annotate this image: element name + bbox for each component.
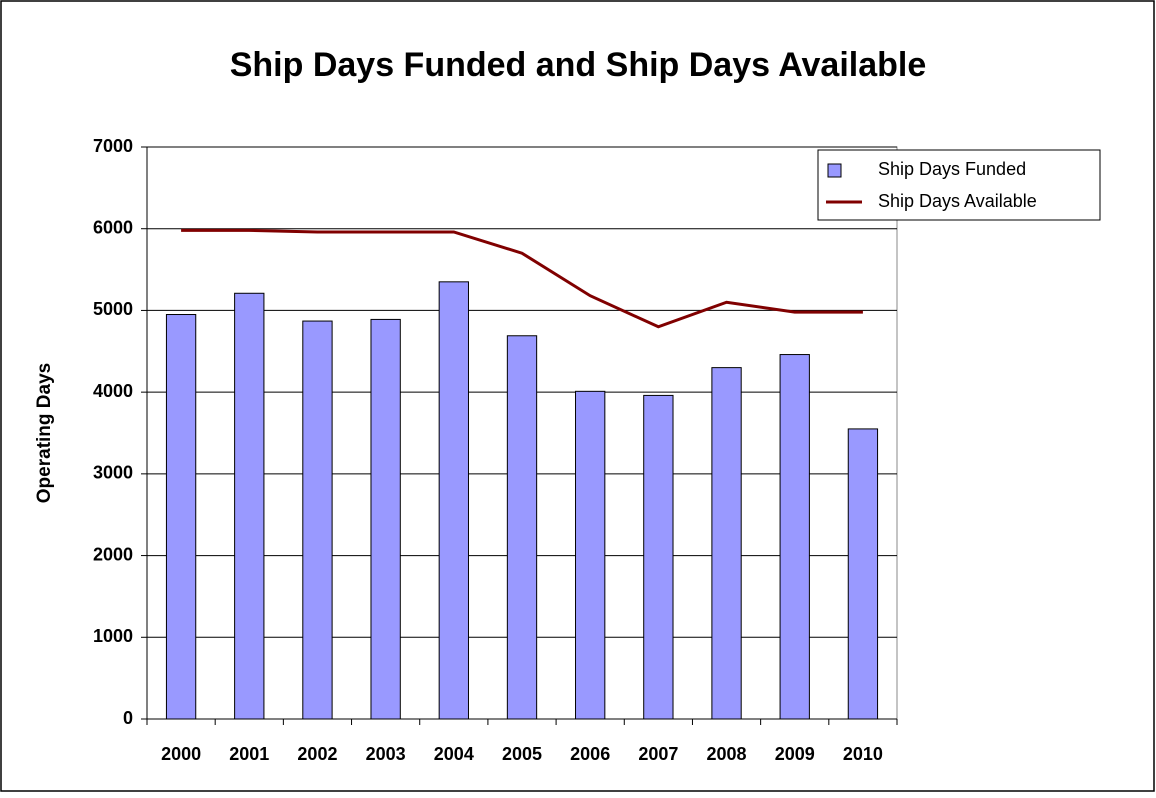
y-tick-label: 0: [123, 708, 133, 728]
bar: [847, 428, 879, 720]
bar: [575, 390, 606, 720]
y-tick-label: 3000: [93, 463, 133, 483]
legend-label: Ship Days Funded: [878, 159, 1026, 179]
x-tick-label: 2002: [297, 744, 337, 764]
legend-label: Ship Days Available: [878, 191, 1037, 211]
legend-box: [817, 149, 1101, 221]
x-tick-label: 2001: [229, 744, 269, 764]
y-tick-label: 4000: [93, 381, 133, 401]
y-tick-label: 5000: [93, 299, 133, 319]
x-tick-label: 2000: [161, 744, 201, 764]
bar: [643, 394, 674, 720]
bar: [506, 335, 538, 720]
x-tick-label: 2006: [570, 744, 610, 764]
bar: [234, 292, 265, 720]
y-tick-label: 6000: [93, 217, 133, 237]
x-tick-label: 2007: [638, 744, 678, 764]
y-tick-label: 2000: [93, 544, 133, 564]
bar: [165, 314, 197, 720]
legend-swatch: [827, 163, 842, 178]
x-tick-label: 2009: [775, 744, 815, 764]
x-tick-label: 2004: [434, 744, 474, 764]
bar: [711, 367, 742, 720]
y-tick-label: 1000: [93, 626, 133, 646]
chart-title: Ship Days Funded and Ship Days Available: [230, 46, 927, 84]
bar: [370, 318, 401, 720]
x-tick-label: 2003: [366, 744, 406, 764]
x-tick-label: 2008: [707, 744, 747, 764]
bar: [779, 354, 810, 720]
y-tick-label: 7000: [93, 136, 133, 156]
x-tick-label: 2010: [843, 744, 883, 764]
y-axis-label: Operating Days: [34, 363, 55, 503]
line: [181, 228, 863, 329]
x-tick-label: 2005: [502, 744, 542, 764]
bar: [302, 320, 333, 720]
bar: [438, 281, 469, 720]
